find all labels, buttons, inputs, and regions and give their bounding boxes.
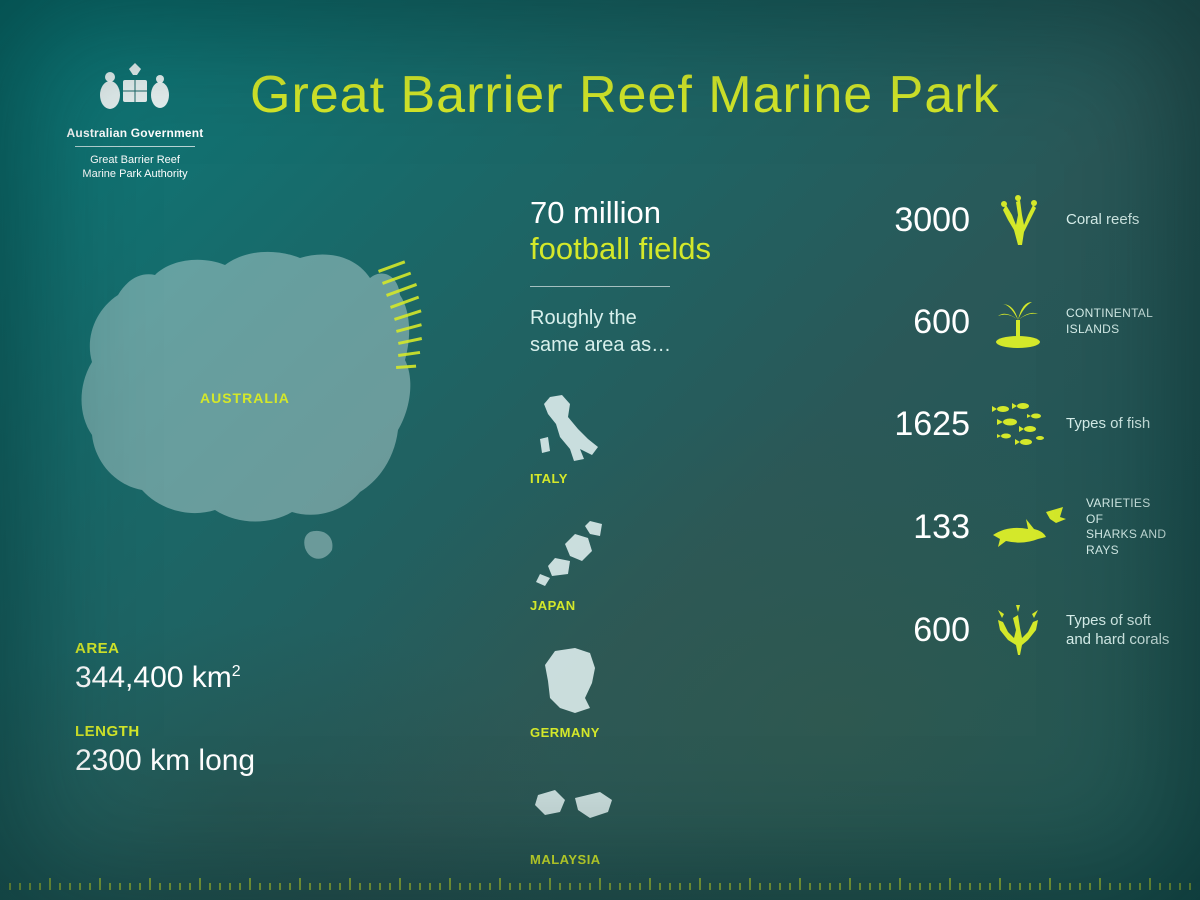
area-exponent: 2: [232, 663, 241, 680]
australia-label: AUSTRALIA: [200, 390, 290, 406]
country-label: GERMANY: [530, 725, 770, 740]
shark-icon: [988, 497, 1068, 557]
bottom-ruler: [0, 876, 1200, 890]
australia-map: AUSTRALIA: [60, 230, 440, 590]
page-title: Great Barrier Reef Marine Park: [250, 65, 1000, 125]
country-label: ITALY: [530, 471, 770, 486]
coral2-icon: [988, 600, 1048, 660]
area-value-text: 344,400 km: [75, 661, 232, 694]
roughly-text: Roughly the same area as…: [530, 305, 770, 359]
stat-sharks: 133 VARIETIES OF SHARKS AND RAYS: [820, 496, 1170, 558]
stat-coral-reefs: 3000 Coral reefs: [820, 190, 1170, 250]
length-label: LENGTH: [75, 723, 255, 740]
stat-label: CONTINENTAL ISLANDS: [1066, 306, 1170, 337]
logo-authority: Great Barrier Reef Marine Park Authority: [55, 153, 215, 182]
stat-value: 600: [913, 611, 970, 650]
stat-label: Types of fish: [1066, 414, 1170, 434]
stat-coral-types: 600 Types of soft and hard corals: [820, 600, 1170, 660]
country-label: MALAYSIA: [530, 852, 770, 867]
fish-school-icon: [988, 394, 1048, 454]
italy-shape-icon: [530, 389, 620, 464]
logo-org: Australian Government: [55, 126, 215, 140]
stat-label: VARIETIES OF SHARKS AND RAYS: [1086, 496, 1170, 558]
metrics-block: AREA 344,400 km2 LENGTH 2300 km long: [75, 640, 255, 806]
coat-of-arms-icon: [85, 55, 185, 115]
area-value: 344,400 km2: [75, 661, 255, 695]
area-label: AREA: [75, 640, 255, 657]
stat-label: Types of soft and hard corals: [1066, 611, 1170, 650]
country-germany: GERMANY: [530, 643, 770, 740]
country-label: JAPAN: [530, 598, 770, 613]
island-icon: [988, 292, 1048, 352]
stat-islands: 600 CONTINENTAL ISLANDS: [820, 292, 1170, 352]
logo-divider: [75, 146, 195, 147]
malaysia-shape-icon: [530, 770, 620, 845]
length-value: 2300 km long: [75, 744, 255, 778]
stat-value: 600: [913, 303, 970, 342]
country-italy: ITALY: [530, 389, 770, 486]
coral-icon: [988, 190, 1048, 250]
football-headline: 70 million football fields: [530, 195, 770, 266]
stat-label: Coral reefs: [1066, 210, 1170, 230]
germany-shape-icon: [530, 643, 620, 718]
stat-value: 1625: [894, 405, 970, 444]
country-malaysia: MALAYSIA: [530, 770, 770, 867]
stats-column: 3000 Coral reefs 600 CONTINENTAL ISLANDS…: [820, 190, 1170, 702]
stat-value: 3000: [894, 201, 970, 240]
headline-top: 70 million: [530, 195, 661, 230]
stat-value: 133: [913, 508, 970, 547]
headline-bottom: football fields: [530, 231, 711, 266]
mid-divider: [530, 286, 670, 287]
comparison-column: 70 million football fields Roughly the s…: [530, 195, 770, 867]
country-japan: JAPAN: [530, 516, 770, 613]
gov-logo-block: Australian Government Great Barrier Reef…: [55, 55, 215, 182]
japan-shape-icon: [530, 516, 620, 591]
stat-fish: 1625 Types of fish: [820, 394, 1170, 454]
